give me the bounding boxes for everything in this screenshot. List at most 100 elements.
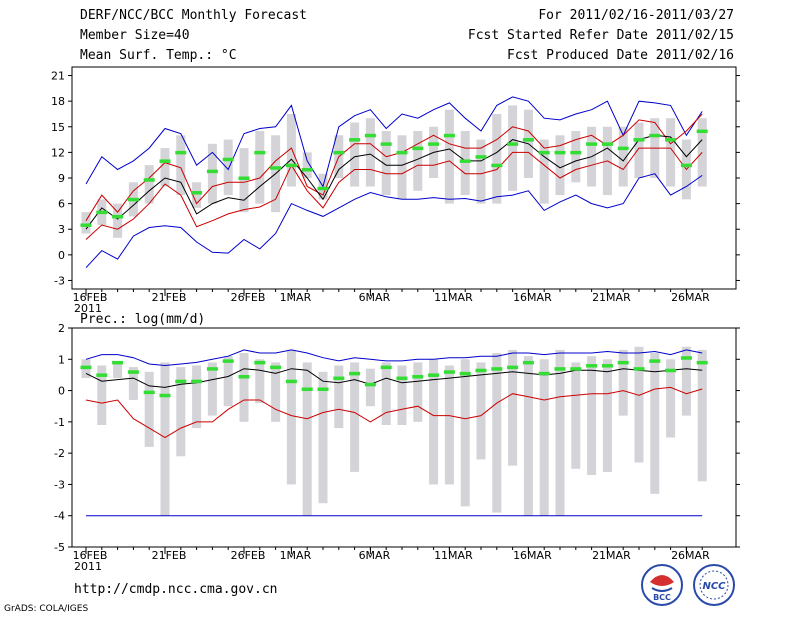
x-tick-label: 16FEB bbox=[73, 549, 108, 562]
ensemble-box bbox=[697, 118, 707, 187]
ensemble-box bbox=[160, 362, 170, 516]
ensemble-box bbox=[397, 135, 407, 200]
ensemble-box bbox=[397, 365, 407, 425]
median-marker bbox=[159, 393, 171, 398]
median-marker bbox=[586, 364, 598, 368]
median-marker bbox=[412, 146, 424, 151]
median-marker bbox=[96, 373, 108, 377]
median-marker bbox=[554, 367, 566, 371]
ensemble-box bbox=[81, 212, 91, 234]
ensemble-box bbox=[634, 346, 644, 463]
median-marker bbox=[222, 157, 234, 162]
ensemble-box bbox=[176, 367, 186, 457]
ensemble-box bbox=[255, 131, 265, 204]
median-marker bbox=[127, 370, 139, 374]
median-marker bbox=[317, 387, 329, 392]
median-marker bbox=[491, 163, 503, 168]
ensemble-box bbox=[207, 362, 217, 416]
ensemble-box bbox=[555, 349, 565, 516]
grads-credit: GrADS: COLA/IGES bbox=[4, 604, 89, 614]
y-tick-label: -5 bbox=[54, 541, 65, 554]
median-marker bbox=[112, 360, 124, 365]
median-marker bbox=[254, 150, 266, 155]
median-marker bbox=[491, 367, 503, 371]
ensemble-box bbox=[113, 362, 123, 379]
ensemble-box bbox=[666, 359, 676, 438]
median-marker bbox=[96, 210, 108, 215]
ensemble-box bbox=[555, 135, 565, 196]
median-marker bbox=[507, 142, 519, 146]
median-marker bbox=[270, 365, 282, 370]
median-marker bbox=[617, 146, 629, 151]
y-tick-label: -1 bbox=[54, 416, 65, 429]
ensemble-box bbox=[302, 362, 312, 516]
ensemble-box bbox=[618, 126, 628, 187]
median-marker bbox=[570, 150, 582, 155]
x-tick-label: 21FEB bbox=[152, 549, 187, 562]
y-tick-label: 6 bbox=[58, 198, 65, 211]
y-tick-label: 0 bbox=[58, 385, 65, 398]
ensemble-box bbox=[476, 362, 486, 460]
median-marker bbox=[554, 150, 566, 155]
ensemble-box bbox=[587, 356, 597, 476]
median-marker bbox=[617, 360, 629, 365]
median-marker bbox=[285, 163, 297, 168]
y-tick-label: 21 bbox=[51, 70, 65, 83]
median-marker bbox=[317, 186, 329, 191]
ensemble-box bbox=[523, 356, 533, 516]
median-marker bbox=[443, 133, 455, 138]
ensemble-box bbox=[634, 122, 644, 178]
median-marker bbox=[349, 138, 361, 142]
median-marker bbox=[175, 379, 187, 384]
series-line-max bbox=[85, 96, 703, 188]
median-marker bbox=[538, 150, 550, 155]
ensemble-box bbox=[571, 362, 581, 469]
x-tick-label: 6MAR bbox=[359, 549, 391, 562]
median-marker bbox=[143, 178, 155, 182]
ensemble-box bbox=[413, 362, 423, 422]
x-tick-label: 26MAR bbox=[671, 549, 710, 562]
median-marker bbox=[191, 379, 203, 384]
median-marker bbox=[159, 159, 171, 163]
median-marker bbox=[428, 142, 440, 146]
median-marker bbox=[127, 197, 139, 202]
median-marker bbox=[270, 166, 282, 170]
median-marker bbox=[112, 214, 124, 219]
source-url[interactable]: http://cmdp.ncc.cma.gov.cn bbox=[74, 582, 278, 597]
ensemble-box bbox=[192, 182, 202, 208]
median-marker bbox=[633, 138, 645, 142]
ensemble-box bbox=[413, 131, 423, 191]
median-marker bbox=[475, 155, 487, 159]
median-marker bbox=[649, 359, 661, 363]
median-marker bbox=[522, 138, 534, 142]
y-tick-label: -3 bbox=[54, 274, 65, 287]
ensemble-box bbox=[618, 349, 628, 416]
median-marker bbox=[206, 367, 218, 371]
median-marker bbox=[680, 163, 692, 168]
y-tick-label: 3 bbox=[58, 223, 65, 236]
ensemble-box bbox=[666, 118, 676, 187]
y-tick-label: 0 bbox=[58, 249, 65, 262]
ensemble-box bbox=[350, 122, 360, 187]
ensemble-box bbox=[113, 203, 123, 238]
median-marker bbox=[364, 382, 376, 387]
forecast-period: For 2011/02/16-2011/03/27 bbox=[538, 8, 734, 23]
y-tick-label: 9 bbox=[58, 172, 65, 185]
x-tick-label: 1MAR bbox=[280, 291, 312, 304]
median-marker bbox=[696, 360, 708, 365]
median-marker bbox=[601, 142, 613, 146]
median-marker bbox=[285, 379, 297, 384]
series-line-lower bbox=[85, 147, 703, 240]
median-marker bbox=[538, 371, 550, 376]
x-tick-sublabel: 2011 bbox=[74, 302, 102, 315]
y-tick-label: -2 bbox=[54, 447, 65, 460]
median-marker bbox=[333, 150, 345, 155]
produced-date: Fcst Produced Date 2011/02/16 bbox=[507, 48, 734, 63]
ensemble-box bbox=[97, 365, 107, 425]
median-marker bbox=[222, 359, 234, 363]
y-tick-label: 2 bbox=[58, 322, 65, 335]
ensemble-box bbox=[365, 368, 375, 407]
ensemble-box bbox=[381, 131, 391, 196]
ensemble-box bbox=[302, 152, 312, 178]
median-marker bbox=[601, 364, 613, 368]
